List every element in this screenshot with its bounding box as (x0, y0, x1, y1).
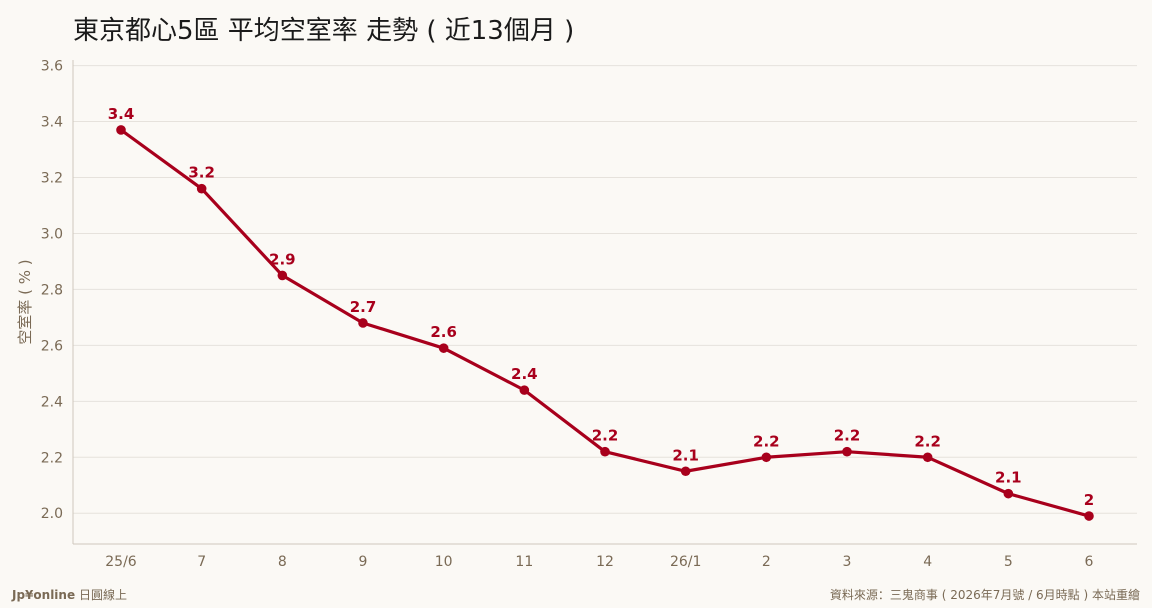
y-tick-label: 3.0 (41, 226, 63, 242)
data-point (600, 446, 610, 457)
brand-subtitle: 日圓線上 (78, 588, 127, 602)
x-tick-label: 6 (1085, 554, 1094, 570)
data-point (277, 270, 288, 281)
x-tick-label: 10 (435, 554, 453, 570)
data-label: 2.2 (914, 432, 941, 450)
y-tick-label: 3.6 (41, 59, 63, 75)
data-label: 2 (1084, 491, 1094, 509)
data-point (196, 183, 207, 194)
x-tick-label: 25/6 (105, 554, 137, 570)
y-axis-label: 空室率 ( % ) (16, 259, 34, 344)
series-line (119, 128, 1091, 518)
data-point (116, 125, 126, 135)
source-note: 資料來源：三鬼商事 ( 2026年7月號 / 6月時點 ) 本站重繪 (829, 588, 1140, 602)
x-tick-label: 3 (843, 554, 852, 570)
data-label: 2.1 (672, 446, 699, 464)
brand-name: Jp¥online (12, 588, 76, 602)
x-tick-label: 4 (923, 554, 932, 570)
y-tick-label: 3.4 (41, 115, 63, 131)
y-tick-label: 3.2 (41, 171, 63, 187)
data-label: 2.2 (592, 427, 619, 445)
y-tick-label: 2.2 (41, 450, 63, 466)
x-tick-label: 8 (278, 554, 287, 570)
data-point (680, 466, 691, 477)
data-label: 2.6 (430, 323, 457, 341)
chart-title: 東京都心5區 平均空室率 走勢 ( 近13個月 ) (73, 16, 575, 46)
x-tick-label: 12 (596, 554, 614, 570)
x-tick-label: 7 (197, 554, 206, 570)
data-point (922, 452, 933, 463)
x-tick-label: 11 (515, 554, 533, 570)
data-point (438, 343, 449, 353)
data-point (358, 318, 368, 328)
y-tick-label: 2.6 (41, 338, 63, 354)
y-tick-label: 2.4 (41, 394, 63, 410)
y-tick-label: 2.0 (41, 506, 63, 522)
data-label: 3.2 (188, 164, 215, 182)
y-tick-label: 2.8 (41, 282, 63, 298)
data-label: 2.2 (753, 432, 780, 450)
data-point (1084, 511, 1094, 521)
data-point (1003, 488, 1014, 499)
x-tick-label: 5 (1004, 554, 1013, 570)
data-label: 2.4 (511, 365, 538, 383)
data-label: 2.7 (350, 298, 377, 316)
data-label: 2.9 (269, 250, 296, 268)
x-tick-label: 2 (762, 554, 771, 570)
x-tick-label: 26/1 (670, 554, 701, 570)
data-point (519, 385, 530, 395)
data-label: 2.1 (995, 469, 1022, 487)
x-tick-label: 9 (359, 554, 368, 570)
data-label: 2.2 (834, 427, 861, 445)
data-point (842, 446, 852, 457)
data-label: 3.4 (108, 105, 135, 123)
data-point (761, 452, 772, 463)
brand-credit: Jp¥online 日圓線上 (12, 586, 127, 603)
